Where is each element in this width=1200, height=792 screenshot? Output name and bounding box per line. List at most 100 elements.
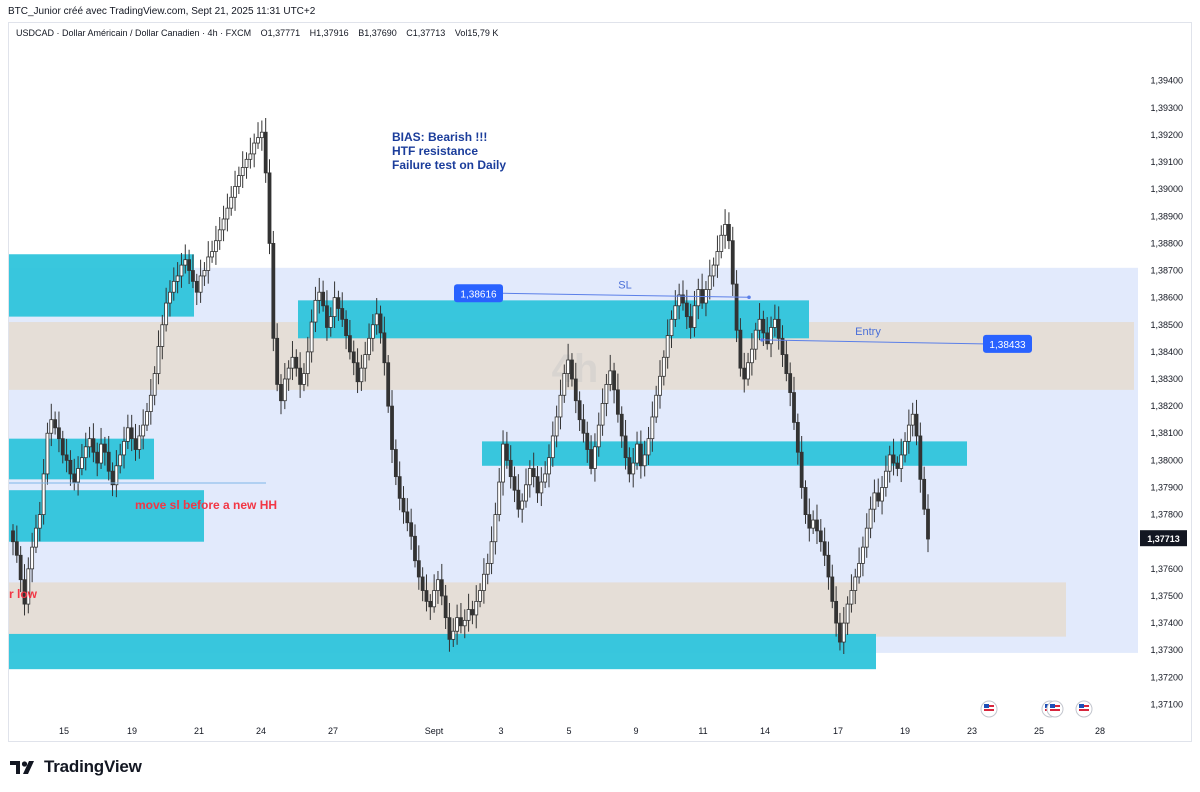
entry-label: Entry bbox=[855, 326, 881, 338]
candle-body bbox=[612, 370, 616, 391]
event-flag-canton bbox=[984, 704, 989, 708]
x-tick-label: 21 bbox=[194, 726, 204, 736]
candle-body bbox=[282, 378, 287, 402]
event-flag-stripe bbox=[984, 709, 994, 711]
tradingview-logo[interactable]: TradingView bbox=[10, 757, 142, 777]
candle-body bbox=[91, 438, 96, 453]
symbol-info-line: USDCAD · Dollar Américain / Dollar Canad… bbox=[16, 28, 505, 38]
candle-body bbox=[619, 413, 624, 437]
candle-body bbox=[596, 424, 601, 448]
candle-body bbox=[164, 302, 169, 326]
candle-body bbox=[432, 590, 437, 608]
candle-body bbox=[631, 462, 636, 475]
y-tick-label: 1,37800 bbox=[1150, 510, 1183, 520]
volume-value: Vol15,79 K bbox=[454, 28, 499, 38]
ohlc-open: O1,37771 bbox=[260, 28, 301, 38]
candle-body bbox=[76, 468, 80, 483]
sl-label: SL bbox=[618, 279, 631, 291]
tradingview-logo-text: TradingView bbox=[44, 757, 142, 776]
candle-body bbox=[370, 324, 375, 339]
candle-body bbox=[344, 318, 348, 337]
y-tick-label: 1,38500 bbox=[1150, 320, 1183, 330]
candle-body bbox=[53, 419, 58, 429]
candle-body bbox=[49, 419, 54, 434]
candle-body bbox=[861, 546, 865, 564]
candle-body bbox=[550, 435, 555, 459]
x-tick-label: Sept bbox=[425, 726, 444, 736]
candle-body bbox=[627, 457, 632, 475]
candle-body bbox=[914, 413, 919, 437]
candle-body bbox=[11, 530, 15, 543]
candle-body bbox=[30, 546, 35, 570]
candle-body bbox=[110, 470, 115, 486]
candle-body bbox=[562, 373, 567, 396]
candle-body bbox=[719, 234, 724, 252]
candle-body bbox=[252, 142, 257, 155]
candle-body bbox=[95, 451, 100, 464]
candle-body bbox=[792, 392, 796, 423]
candle-body bbox=[256, 137, 260, 144]
candle-body bbox=[214, 240, 218, 252]
move-sl-annotation: move sl before a new HH bbox=[135, 498, 277, 512]
candle-body bbox=[868, 508, 873, 529]
candle-body bbox=[405, 511, 410, 524]
candle-body bbox=[114, 465, 119, 486]
candle-body bbox=[654, 394, 659, 418]
zone-cyan bbox=[9, 633, 876, 670]
candle-body bbox=[849, 590, 854, 605]
candle-body bbox=[669, 318, 674, 337]
candle-body bbox=[681, 294, 685, 304]
sl-anchor-point bbox=[747, 295, 751, 300]
candle-body bbox=[841, 622, 846, 643]
candle-body bbox=[462, 619, 467, 627]
candle-body bbox=[386, 362, 391, 407]
y-tick-label: 1,38000 bbox=[1150, 455, 1183, 465]
candle-body bbox=[734, 283, 739, 331]
candle-body bbox=[883, 470, 888, 488]
x-tick-label: 19 bbox=[900, 726, 910, 736]
x-tick-label: 9 bbox=[633, 726, 638, 736]
symbol-description[interactable]: USDCAD · Dollar Américain / Dollar Canad… bbox=[16, 28, 252, 38]
candle-body bbox=[876, 492, 881, 502]
candle-body bbox=[478, 590, 482, 602]
candle-body bbox=[730, 240, 735, 285]
sl-price-text: 1,38616 bbox=[460, 289, 497, 300]
candle-body bbox=[906, 424, 911, 442]
candle-body bbox=[803, 487, 808, 516]
candle-body bbox=[378, 313, 383, 334]
candle-body bbox=[749, 348, 754, 364]
candle-body bbox=[910, 413, 915, 426]
candle-body bbox=[106, 451, 111, 472]
candle-body bbox=[229, 196, 234, 209]
x-tick-label: 14 bbox=[760, 726, 770, 736]
candle-body bbox=[558, 394, 563, 418]
candle-body bbox=[191, 270, 195, 282]
candle-body bbox=[443, 595, 448, 619]
candle-body bbox=[455, 617, 460, 632]
candle-body bbox=[593, 446, 597, 469]
candle-body bbox=[26, 568, 31, 605]
candle-body bbox=[761, 318, 766, 334]
candle-body bbox=[635, 443, 639, 464]
sl-line bbox=[502, 292, 750, 298]
candle-body bbox=[439, 579, 444, 597]
candle-body bbox=[531, 468, 536, 478]
x-tick-label: 19 bbox=[127, 726, 137, 736]
entry-anchor-point bbox=[760, 338, 764, 342]
x-tick-label: 25 bbox=[1034, 726, 1044, 736]
low-annotation: r low bbox=[9, 587, 38, 601]
candle-body bbox=[493, 514, 498, 543]
candle-body bbox=[290, 356, 295, 369]
candle-body bbox=[581, 419, 586, 434]
candle-body bbox=[589, 449, 593, 469]
candle-body bbox=[382, 332, 387, 364]
candle-body bbox=[302, 373, 306, 385]
y-tick-label: 1,38700 bbox=[1150, 266, 1183, 276]
candle-body bbox=[903, 440, 907, 456]
x-tick-label: 11 bbox=[698, 726, 707, 736]
candle-body bbox=[815, 519, 819, 532]
x-tick-label: 17 bbox=[833, 726, 843, 736]
candle-body bbox=[504, 443, 509, 461]
candle-body bbox=[428, 600, 433, 608]
